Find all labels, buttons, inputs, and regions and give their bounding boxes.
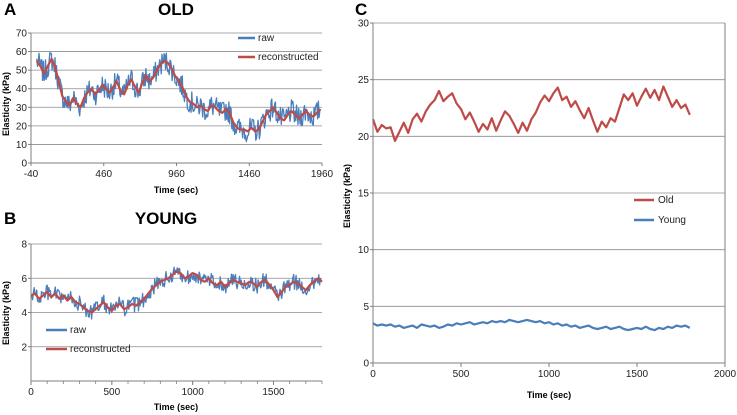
panel-c-comparison: C 0 5 10 15 20 25 30 0 500 1000 1500 2000 Time (sec… (342, 0, 737, 400)
panel-c-tick-labels: 0 5 10 15 20 25 30 0 500 1000 1500 2000 (358, 19, 737, 381)
series-line-raw (30, 266, 323, 320)
panel-a-legend: raw reconstructed (238, 33, 319, 63)
panel-b-legend: raw reconstructed (46, 325, 131, 355)
panel-b-title: YOUNG (135, 209, 197, 228)
y-tick-label-10: 10 (16, 140, 28, 151)
x-tick-label-1460: 1460 (238, 169, 261, 180)
series-line-reconstructed (35, 57, 322, 133)
panel-c-legend: Old Young (634, 195, 686, 226)
x-tick-label-1000: 1000 (182, 387, 205, 398)
panel-c-legend-young: Young (658, 215, 686, 226)
panel-c-series (371, 85, 691, 332)
y-tick-label-0: 0 (21, 159, 27, 170)
y-tick-label-60: 60 (16, 47, 28, 58)
series-line-reconstructed (30, 270, 323, 314)
x-tick-label-2000: 2000 (714, 369, 737, 380)
y-tick-label-30: 30 (358, 19, 370, 30)
panel-b-x-axis-title: Time (sec) (154, 402, 198, 412)
y-tick-label-5: 5 (363, 302, 369, 313)
panel-b-tick-labels: 2 4 6 8 0 500 1000 1500 (21, 240, 285, 399)
panel-b-gridlines (31, 243, 322, 348)
y-tick-label-20: 20 (16, 121, 28, 132)
panel-a-legend-reconstructed: reconstructed (258, 52, 319, 63)
panel-b-legend-reconstructed: reconstructed (70, 344, 131, 355)
panel-a-gridlines (31, 32, 322, 145)
y-tick-label-6: 6 (21, 274, 27, 285)
x-tick-label-0: 0 (28, 387, 34, 398)
series-line-young (372, 318, 691, 332)
panel-c-letter: C (355, 0, 367, 19)
y-tick-label-40: 40 (16, 84, 28, 95)
panel-a-old: A OLD 0 10 20 30 40 50 60 70 -40 460 960 1460 1960 T… (1, 0, 334, 195)
x-tick-label-500: 500 (103, 387, 120, 398)
panel-a-axes (28, 32, 323, 166)
y-tick-label-20: 20 (358, 132, 370, 143)
series-line-old (371, 85, 691, 142)
y-tick-label-70: 70 (16, 29, 28, 40)
x-tick-label-1960: 1960 (311, 169, 334, 180)
y-tick-label-15: 15 (358, 189, 370, 200)
y-tick-label-4: 4 (21, 308, 27, 319)
x-tick-label-1500: 1500 (262, 387, 285, 398)
series-line-raw (36, 51, 322, 143)
panel-c-gridlines (373, 22, 725, 307)
panel-c-x-axis-title: Time (sec) (527, 390, 571, 400)
panel-a-tick-labels: 0 10 20 30 40 50 60 70 -40 460 960 1460 1960 (16, 29, 334, 181)
panel-b-young: B YOUNG 2 4 6 8 0 500 1000 1500 Time (sec) Elas… (1, 209, 323, 412)
x-tick-label-1000: 1000 (538, 369, 561, 380)
panel-c-y-axis-title: Elasticity (kPa) (342, 164, 352, 228)
panel-a-series (35, 51, 322, 143)
x-tick-label-460: 460 (95, 169, 112, 180)
x-tick-label-0: 0 (370, 369, 376, 380)
y-tick-label-25: 25 (358, 75, 370, 86)
panel-c-legend-old: Old (658, 195, 674, 206)
y-tick-label-10: 10 (358, 245, 370, 256)
panel-a-title: OLD (158, 0, 194, 19)
x-tick-label-500: 500 (453, 369, 470, 380)
panel-a-legend-raw: raw (258, 33, 275, 44)
y-tick-label-8: 8 (21, 240, 27, 251)
panel-c-axes (370, 22, 726, 367)
x-tick-label--40: -40 (24, 169, 39, 180)
panel-b-y-axis-title: Elasticity (kPa) (1, 281, 11, 345)
panel-b-axes (28, 243, 323, 385)
panel-b-letter: B (4, 209, 16, 228)
x-tick-label-1500: 1500 (626, 369, 649, 380)
panel-a-x-axis-title: Time (sec) (154, 185, 198, 195)
panel-b-series (30, 266, 323, 320)
y-tick-label-2: 2 (21, 342, 27, 353)
x-tick-label-960: 960 (168, 169, 185, 180)
panel-b-legend-raw: raw (70, 325, 87, 336)
y-tick-label-30: 30 (16, 103, 28, 114)
panel-a-letter: A (4, 0, 16, 19)
y-tick-label-50: 50 (16, 66, 28, 77)
panel-a-y-axis-title: Elasticity (kPa) (1, 72, 11, 136)
y-tick-label-0: 0 (363, 359, 369, 370)
